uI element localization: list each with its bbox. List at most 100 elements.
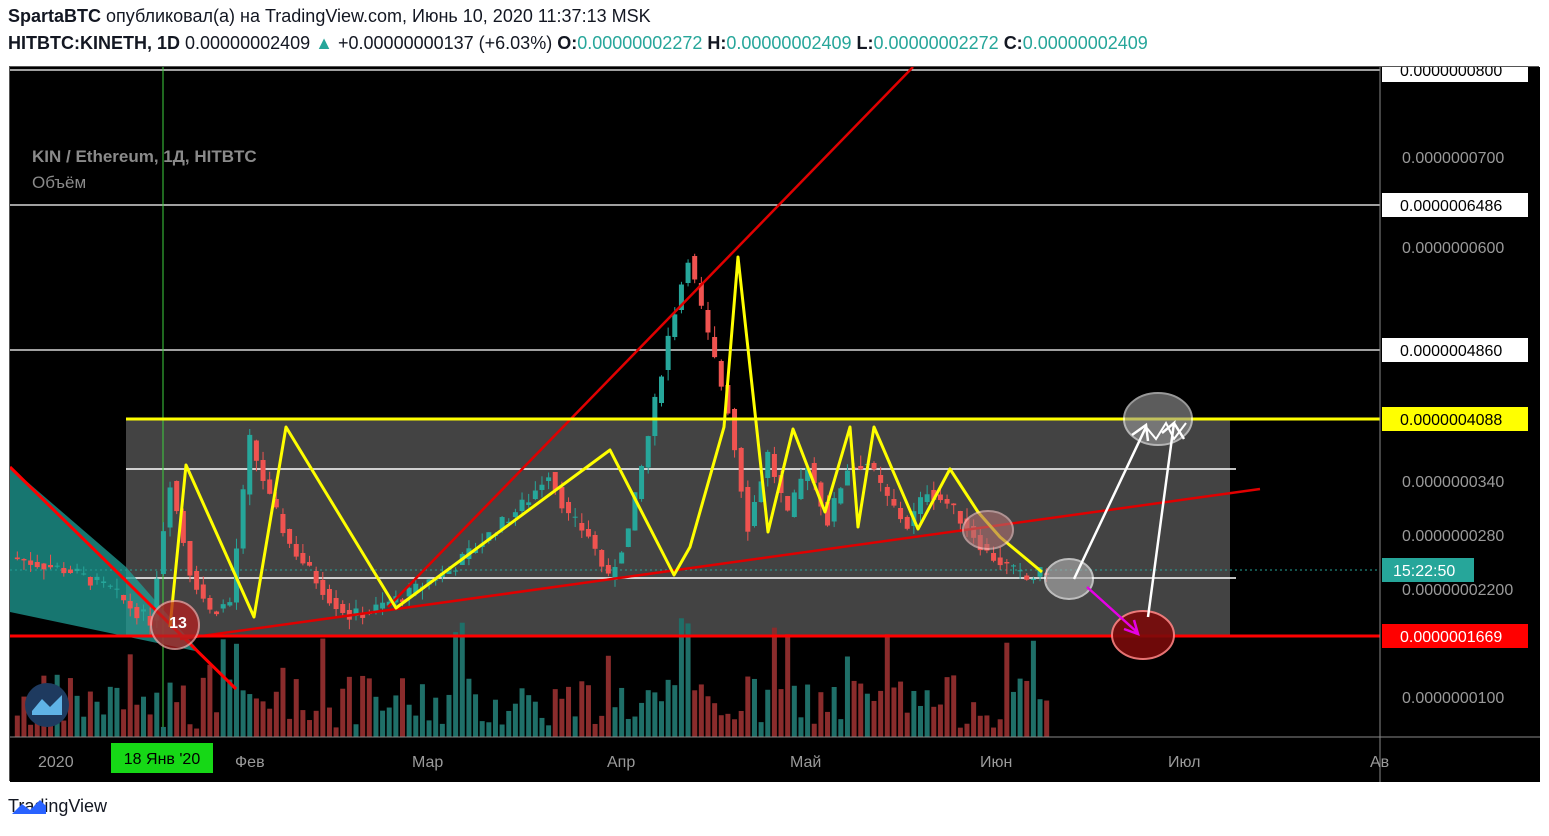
candle-body	[1030, 578, 1036, 580]
volume-bar	[439, 723, 445, 737]
volume-bar	[386, 707, 392, 737]
candle-body	[220, 604, 226, 609]
volume-bar	[433, 697, 439, 737]
candle-body	[446, 571, 452, 574]
candle-body	[765, 451, 771, 478]
candle-body	[194, 571, 200, 590]
candle-body	[512, 512, 518, 517]
candle-body	[937, 494, 943, 501]
volume-bar	[559, 698, 565, 737]
candle-body	[559, 487, 565, 509]
chart-svg[interactable]: 13 0.0000000100 0.00000002200 0.0000000280…	[10, 67, 1540, 782]
candle-body	[732, 409, 738, 451]
open-label: O:	[557, 33, 578, 53]
candle-body	[373, 604, 379, 612]
candle-body	[625, 528, 631, 547]
volume-bar	[844, 656, 850, 737]
candle-body	[891, 499, 897, 506]
candle-body	[360, 614, 366, 618]
candle-body	[698, 283, 704, 306]
volume-bar	[167, 682, 173, 737]
candle-body	[546, 477, 552, 481]
volume-bar	[1017, 678, 1023, 737]
volume-bar	[14, 715, 20, 737]
candle-body	[240, 489, 246, 549]
footer-brand[interactable]: TradingView	[8, 796, 107, 817]
candle-body	[267, 479, 273, 494]
volume-bar	[506, 710, 512, 737]
candle-body	[81, 573, 87, 575]
volume-bar	[625, 718, 631, 737]
volume-bar	[639, 702, 645, 737]
arrow-m-shape	[1145, 420, 1187, 441]
price-tick-label: 0.0000000280	[1402, 528, 1504, 545]
candle-body	[539, 484, 545, 490]
volume-bar	[400, 678, 405, 737]
candle-body	[101, 581, 107, 583]
volume-bar	[1044, 700, 1050, 737]
volume-bar	[984, 715, 990, 737]
volume-bar	[519, 688, 525, 737]
symbol-label: HITBTC:KINETH, 1D	[8, 33, 180, 53]
candle-body	[1017, 570, 1023, 572]
candle-body	[340, 604, 346, 613]
volume-bar	[247, 694, 253, 737]
open-value: 0.00000002272	[577, 33, 703, 53]
candle-body	[187, 541, 193, 576]
volume-bar	[220, 639, 226, 737]
volume-bar	[479, 721, 485, 737]
candle-body	[904, 517, 910, 529]
high-value: 0.00000002409	[726, 33, 852, 53]
volume-bar	[1004, 642, 1010, 737]
volume-bar	[539, 717, 545, 737]
candle-body	[134, 607, 140, 619]
date-highlight-tag	[111, 743, 213, 773]
volume-bar	[751, 678, 757, 737]
volume-bar	[419, 684, 425, 737]
time-tick-label: Мар	[412, 754, 443, 771]
candle-body	[180, 511, 186, 543]
volume-bar	[851, 680, 857, 737]
symbol-legend: KIN / Ethereum, 1Д, HITBTC	[32, 147, 257, 166]
volume-bar	[87, 691, 93, 737]
volume-bar	[346, 676, 352, 737]
time-tick-label: 2020	[38, 754, 74, 771]
volume-bar	[645, 690, 651, 737]
candle-body	[572, 516, 578, 518]
publish-info: SpartaBTC опубликовал(а) на TradingView.…	[8, 6, 651, 27]
candle-body	[21, 559, 27, 561]
candle-body	[678, 284, 684, 310]
candle-body	[287, 529, 293, 544]
volume-bar	[187, 724, 193, 737]
candle-body	[147, 616, 153, 626]
price-level-tag	[1382, 67, 1528, 82]
range-box	[126, 419, 1230, 635]
candle-body	[386, 601, 392, 606]
volume-bar	[174, 702, 180, 737]
candle-body	[67, 569, 73, 574]
time-tick-label: Ав	[1370, 754, 1389, 771]
author-name: SpartaBTC	[8, 6, 102, 26]
volume-bar	[818, 692, 824, 737]
candle-body	[924, 494, 930, 502]
volume-bar	[878, 690, 884, 737]
volume-bar	[21, 696, 27, 737]
volume-bar	[652, 692, 658, 737]
candle-body	[14, 557, 20, 560]
candle-body	[326, 589, 332, 604]
candle-body	[114, 588, 120, 590]
price-level-tag	[1382, 193, 1528, 217]
candle-body	[167, 487, 173, 528]
candle-body	[884, 487, 890, 496]
volume-bar	[121, 709, 127, 737]
volume-bar	[406, 704, 412, 737]
candle-body	[944, 499, 950, 504]
volume-bar	[127, 654, 133, 737]
volume-bar	[240, 690, 246, 737]
chart-area[interactable]: 13 0.0000000100 0.00000002200 0.0000000280…	[9, 66, 1540, 782]
candle-body	[499, 517, 505, 529]
price-level-label: 0.0000001669	[1400, 629, 1502, 646]
volume-bar	[977, 715, 983, 737]
volume-bar	[745, 676, 751, 737]
volume-bar	[320, 638, 326, 737]
